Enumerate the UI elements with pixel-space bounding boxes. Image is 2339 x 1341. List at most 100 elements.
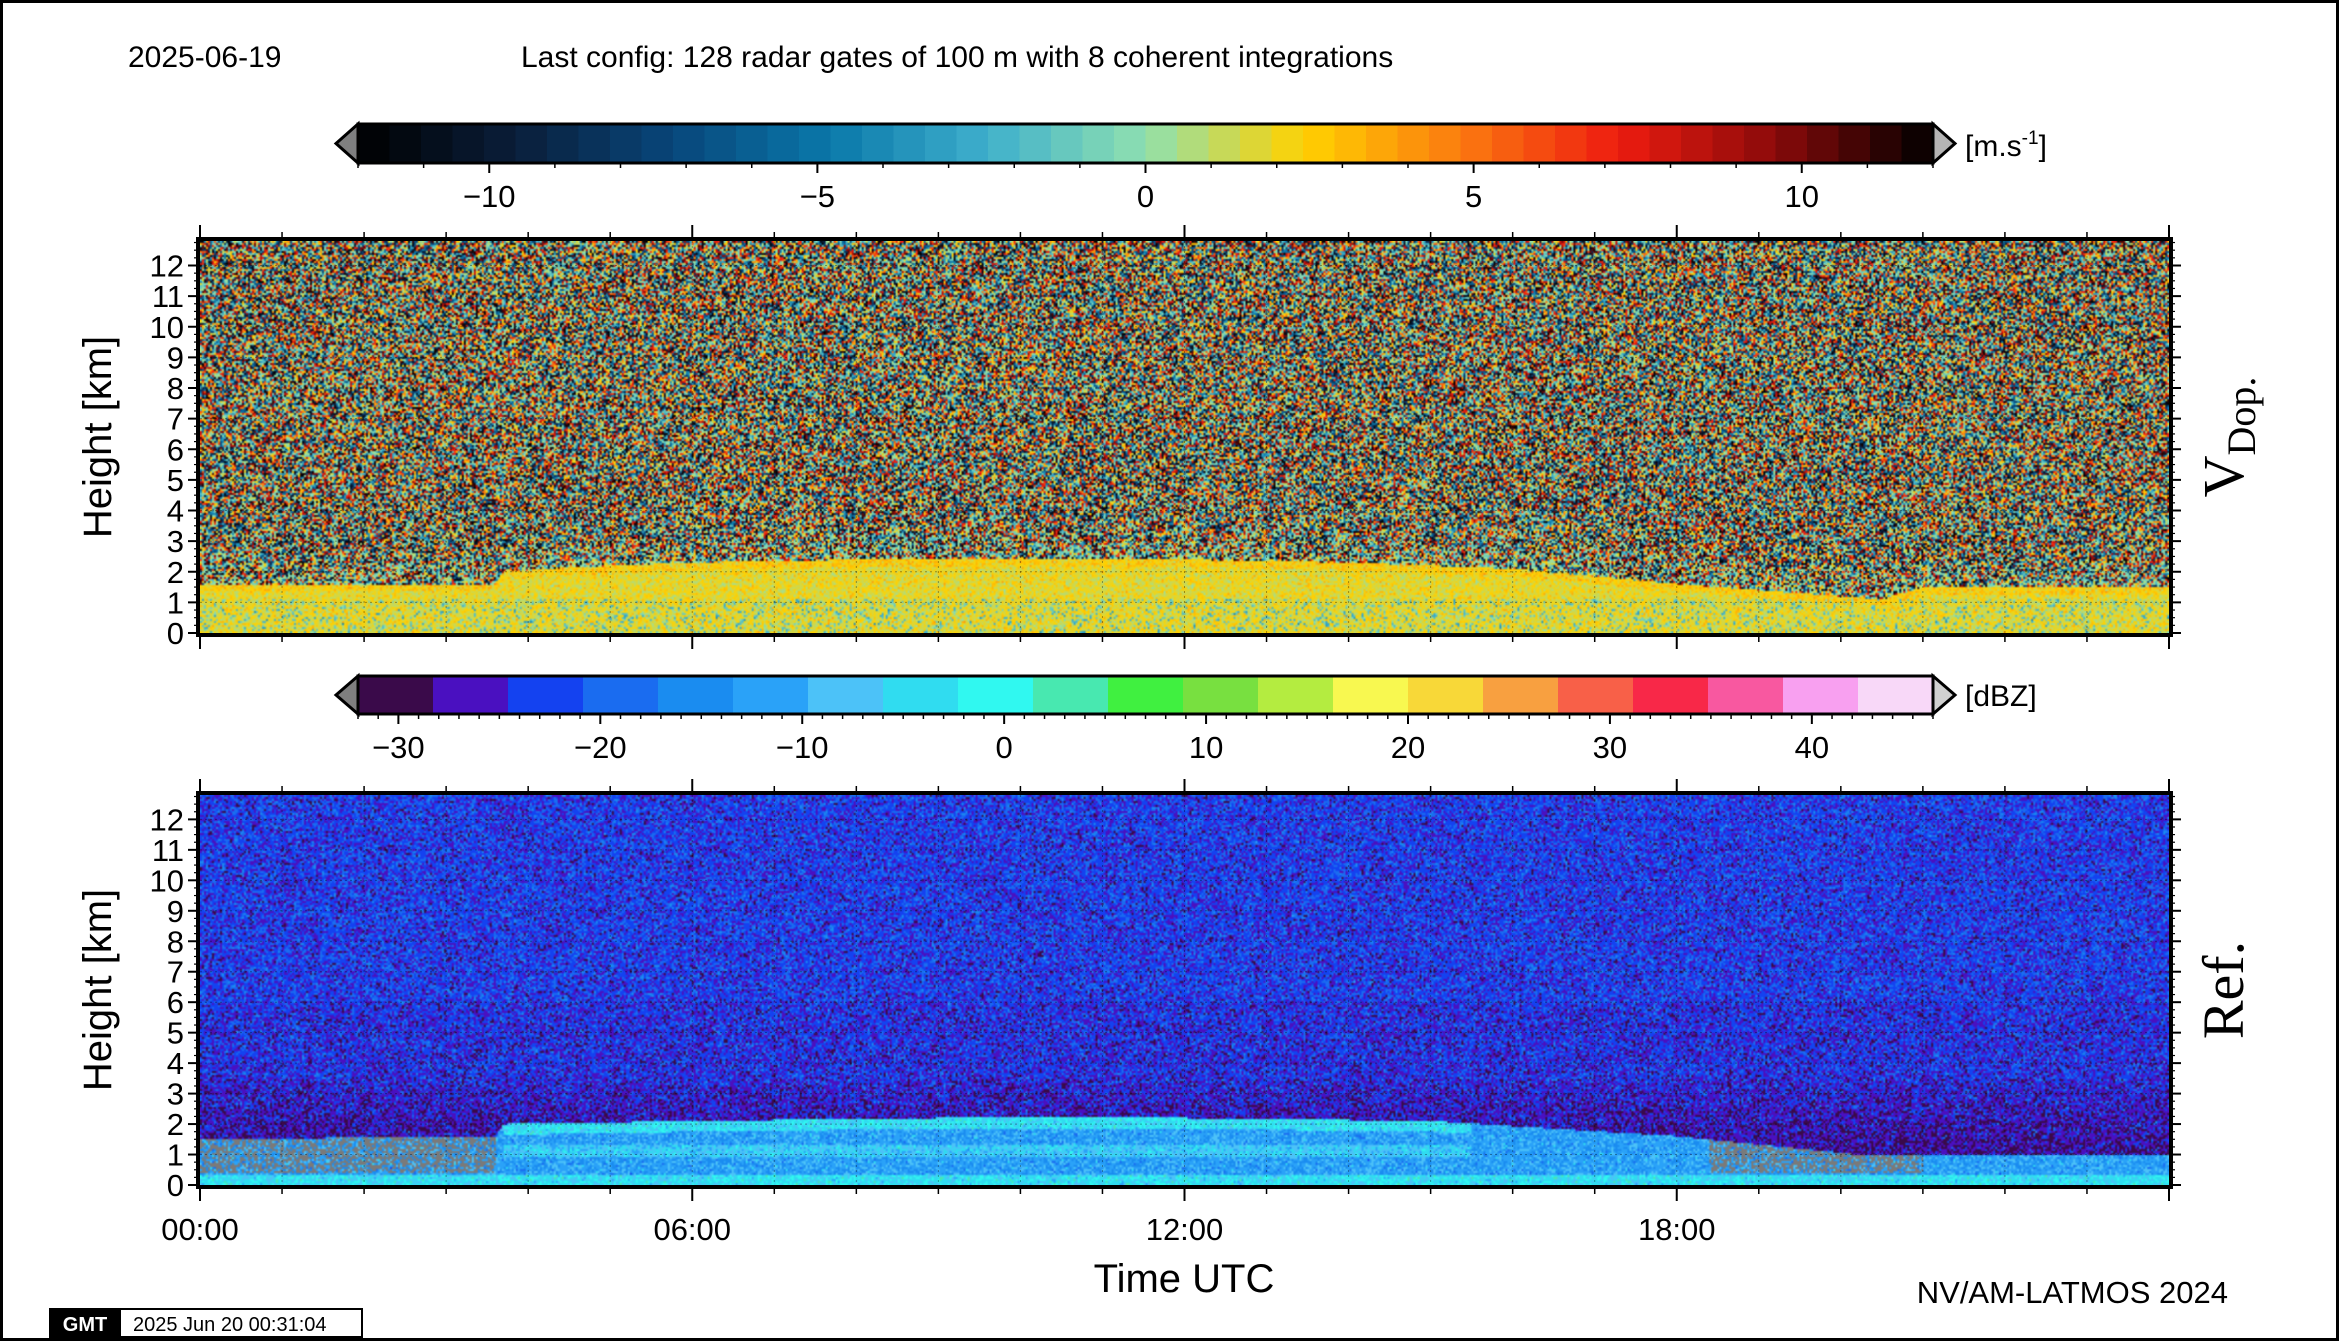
velocity-colorbar-bin — [925, 124, 958, 163]
reflectivity-x-tick-label: 06:00 — [653, 1212, 731, 1247]
figure: 2025-06-19 Last config: 128 radar gates … — [49, 41, 2264, 1338]
reflectivity-colorbar-bin — [1183, 676, 1259, 714]
gmt-timestamp-box: GMT 2025 Jun 20 00:31:04 — [49, 1308, 363, 1338]
velocity-colorbar-bin — [1177, 124, 1210, 163]
reflectivity-colorbar-bin — [583, 676, 659, 714]
reflectivity-colorbar-bin — [1858, 676, 1934, 714]
velocity-colorbar-over-arrow — [1931, 120, 1958, 167]
velocity-colorbar-bin — [1586, 124, 1619, 163]
velocity-y-tick-label: 5 — [167, 463, 184, 498]
velocity-colorbar-bin — [1019, 124, 1052, 163]
credit-text: NV/AM-LATMOS 2024 — [1917, 1275, 2228, 1310]
velocity-colorbar-bin — [641, 124, 674, 163]
velocity-panel-label: VDop. — [2191, 377, 2264, 498]
reflectivity-y-tick-label: 8 — [167, 924, 184, 959]
velocity-y-tick-label: 6 — [167, 432, 184, 467]
velocity-colorbar-bin — [1618, 124, 1651, 163]
reflectivity-y-tick-label: 7 — [167, 955, 184, 990]
velocity-y-tick-label: 1 — [167, 585, 184, 620]
reflectivity-colorbar-unit: [dBZ] — [1965, 680, 2037, 713]
velocity-colorbar: −10 −5 0 5 10 — [333, 120, 1958, 214]
velocity-colorbar-bin — [452, 124, 485, 163]
reflectivity-y-tick-label: 6 — [167, 985, 184, 1020]
reflectivity-colorbar-bin — [1558, 676, 1634, 714]
reflectivity-heatmap — [200, 795, 2169, 1185]
reflectivity-y-tick-label: 1 — [167, 1138, 184, 1173]
velocity-colorbar-bin — [1870, 124, 1903, 163]
reflectivity-colorbar-over-arrow — [1931, 672, 1958, 718]
velocity-colorbar-bin — [389, 124, 422, 163]
velocity-colorbar-bin — [988, 124, 1021, 163]
velocity-colorbar-tick-label: 10 — [1785, 179, 1819, 214]
reflectivity-y-tick-label: 9 — [167, 894, 184, 929]
reflectivity-colorbar-tick-label: 40 — [1795, 730, 1829, 765]
reflectivity-y-tick-label: 5 — [167, 1016, 184, 1051]
reflectivity-colorbar-bin — [1783, 676, 1859, 714]
reflectivity-x-tick-label: 12:00 — [1146, 1212, 1224, 1247]
velocity-colorbar-bin — [704, 124, 737, 163]
reflectivity-colorbar-bin — [658, 676, 734, 714]
velocity-colorbar-bin — [515, 124, 548, 163]
reflectivity-colorbar-bin — [1258, 676, 1334, 714]
velocity-colorbar-bin — [1807, 124, 1840, 163]
velocity-colorbar-bin — [1334, 124, 1367, 163]
reflectivity-x-tick-label: 18:00 — [1638, 1212, 1716, 1247]
gmt-logo: GMT — [63, 1314, 107, 1336]
velocity-colorbar-bin — [1838, 124, 1871, 163]
velocity-colorbar-bin — [547, 124, 580, 163]
velocity-colorbar-bin — [358, 124, 391, 163]
velocity-colorbar-bin — [578, 124, 611, 163]
velocity-y-tick-label: 4 — [167, 494, 184, 529]
velocity-colorbar-bin — [1240, 124, 1273, 163]
reflectivity-colorbar-tick-label: 0 — [996, 730, 1013, 765]
velocity-y-tick-label: 8 — [167, 371, 184, 406]
velocity-colorbar-bin — [956, 124, 989, 163]
reflectivity-y-tick-label: 4 — [167, 1046, 184, 1081]
velocity-colorbar-tick-label: −10 — [463, 179, 516, 214]
header-date: 2025-06-19 — [128, 41, 281, 74]
velocity-colorbar-bin — [1555, 124, 1588, 163]
reflectivity-y-tick-label: 10 — [150, 863, 184, 898]
velocity-colorbar-bin — [1523, 124, 1556, 163]
velocity-colorbar-bin — [1744, 124, 1777, 163]
reflectivity-y-tick-label: 2 — [167, 1107, 184, 1142]
velocity-colorbar-bin — [1145, 124, 1178, 163]
reflectivity-y-tick-label: 3 — [167, 1077, 184, 1112]
reflectivity-colorbar-bin — [1708, 676, 1784, 714]
x-axis-title: Time UTC — [1094, 1257, 1275, 1301]
reflectivity-grid — [200, 795, 2169, 1185]
reflectivity-colorbar-bin — [883, 676, 959, 714]
gmt-timestamp: 2025 Jun 20 00:31:04 — [133, 1314, 327, 1336]
velocity-colorbar-bin — [893, 124, 926, 163]
velocity-colorbar-bin — [736, 124, 769, 163]
reflectivity-colorbar-bin — [1483, 676, 1559, 714]
reflectivity-colorbar-tick-label: 20 — [1391, 730, 1425, 765]
reflectivity-colorbar-bin — [1408, 676, 1484, 714]
velocity-colorbar-unit: [m.s-1] — [1965, 128, 2047, 163]
velocity-y-tick-label: 7 — [167, 402, 184, 437]
velocity-y-tick-label: 9 — [167, 340, 184, 375]
velocity-colorbar-bin — [1051, 124, 1084, 163]
reflectivity-colorbar-under-arrow — [333, 672, 360, 718]
reflectivity-colorbar-tick-label: −10 — [776, 730, 829, 765]
header-config: Last config: 128 radar gates of 100 m wi… — [521, 41, 1393, 74]
velocity-colorbar-bin — [484, 124, 517, 163]
velocity-colorbar-bin — [1649, 124, 1682, 163]
velocity-colorbar-tick-label: 0 — [1137, 179, 1154, 214]
velocity-colorbar-bin — [1397, 124, 1430, 163]
reflectivity-y-tick-label: 12 — [150, 802, 184, 837]
velocity-y-tick-label: 0 — [167, 616, 184, 651]
velocity-colorbar-bin — [421, 124, 454, 163]
velocity-colorbar-bin — [830, 124, 863, 163]
velocity-colorbar-bin — [1492, 124, 1525, 163]
velocity-grid — [200, 241, 2169, 633]
reflectivity-colorbar-bin — [358, 676, 434, 714]
velocity-y-tick-label: 12 — [150, 249, 184, 284]
velocity-colorbar-bin — [1681, 124, 1714, 163]
reflectivity-colorbar-bin — [808, 676, 884, 714]
velocity-colorbar-bin — [1712, 124, 1745, 163]
velocity-colorbar-bin — [1082, 124, 1115, 163]
velocity-colorbar-bin — [1271, 124, 1304, 163]
